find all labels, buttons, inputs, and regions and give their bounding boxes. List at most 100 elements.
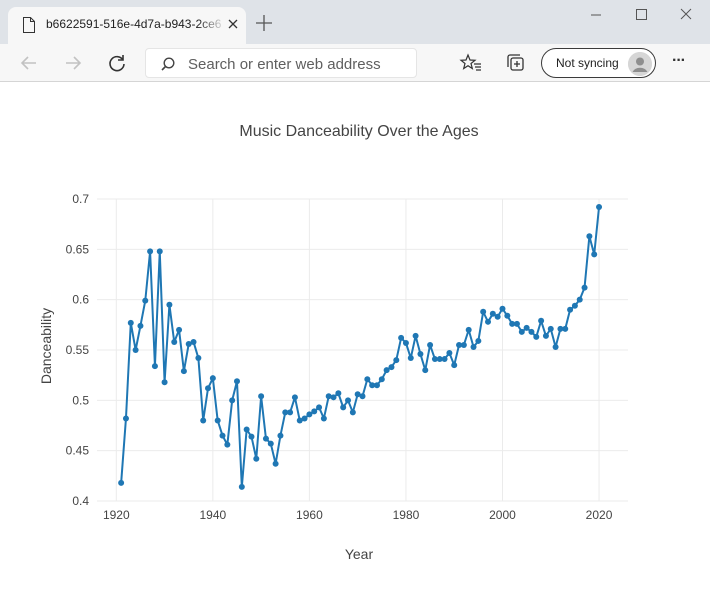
data-point[interactable] xyxy=(340,404,347,411)
data-point[interactable] xyxy=(137,322,144,329)
data-point[interactable] xyxy=(296,417,303,424)
data-point[interactable] xyxy=(291,394,298,401)
data-point[interactable] xyxy=(306,411,313,418)
data-point[interactable] xyxy=(480,308,487,315)
data-point[interactable] xyxy=(509,320,516,327)
data-point[interactable] xyxy=(475,337,482,344)
data-point[interactable] xyxy=(122,415,129,422)
sync-button[interactable]: Not syncing xyxy=(541,48,656,78)
data-point[interactable] xyxy=(301,415,308,422)
data-point[interactable] xyxy=(238,483,245,490)
data-point[interactable] xyxy=(243,426,250,433)
data-point[interactable] xyxy=(412,332,419,339)
forward-arrow-icon[interactable] xyxy=(59,49,87,77)
data-point[interactable] xyxy=(427,341,434,348)
data-point[interactable] xyxy=(388,364,395,371)
data-point[interactable] xyxy=(441,356,448,363)
data-point[interactable] xyxy=(446,350,453,357)
data-point[interactable] xyxy=(118,479,125,486)
data-point[interactable] xyxy=(542,332,549,339)
data-point[interactable] xyxy=(277,432,284,439)
data-point[interactable] xyxy=(127,319,134,326)
data-point[interactable] xyxy=(345,397,352,404)
data-point[interactable] xyxy=(311,408,318,415)
data-point[interactable] xyxy=(518,328,525,335)
data-point[interactable] xyxy=(523,324,530,331)
data-point[interactable] xyxy=(325,393,332,400)
data-point[interactable] xyxy=(190,338,197,345)
data-point[interactable] xyxy=(538,317,545,324)
back-arrow-icon[interactable] xyxy=(15,49,43,77)
data-point[interactable] xyxy=(485,318,492,325)
data-point[interactable] xyxy=(272,460,279,467)
data-point[interactable] xyxy=(533,333,540,340)
data-point[interactable] xyxy=(205,385,212,392)
data-point[interactable] xyxy=(161,379,168,386)
data-point[interactable] xyxy=(567,306,574,313)
data-point[interactable] xyxy=(248,433,255,440)
data-point[interactable] xyxy=(383,367,390,374)
data-point[interactable] xyxy=(596,204,603,211)
data-point[interactable] xyxy=(465,326,472,333)
data-point[interactable] xyxy=(262,435,269,442)
maximize-icon[interactable] xyxy=(629,6,653,24)
data-point[interactable] xyxy=(494,313,501,320)
data-point[interactable] xyxy=(171,338,178,345)
data-point[interactable] xyxy=(528,328,535,335)
data-point[interactable] xyxy=(513,320,520,327)
data-point[interactable] xyxy=(156,248,163,255)
data-point[interactable] xyxy=(180,368,187,375)
data-point[interactable] xyxy=(460,341,467,348)
data-point[interactable] xyxy=(209,375,216,382)
data-point[interactable] xyxy=(571,302,578,309)
address-input[interactable] xyxy=(188,54,408,74)
data-point[interactable] xyxy=(451,362,458,369)
data-point[interactable] xyxy=(224,441,231,448)
data-point[interactable] xyxy=(147,248,154,255)
data-point[interactable] xyxy=(233,378,240,385)
data-point[interactable] xyxy=(219,432,226,439)
data-point[interactable] xyxy=(364,376,371,383)
data-point[interactable] xyxy=(398,334,405,341)
data-point[interactable] xyxy=(253,455,260,462)
data-point[interactable] xyxy=(557,325,564,332)
data-point[interactable] xyxy=(402,339,409,346)
data-point[interactable] xyxy=(229,397,236,404)
close-window-icon[interactable] xyxy=(674,6,698,24)
data-point[interactable] xyxy=(354,391,361,398)
data-point[interactable] xyxy=(378,376,385,383)
data-point[interactable] xyxy=(470,343,477,350)
data-point[interactable] xyxy=(456,341,463,348)
data-point[interactable] xyxy=(166,301,173,308)
data-point[interactable] xyxy=(552,343,559,350)
data-point[interactable] xyxy=(562,325,569,332)
data-point[interactable] xyxy=(422,367,429,374)
data-point[interactable] xyxy=(287,409,294,416)
data-point[interactable] xyxy=(499,305,506,312)
close-tab-icon[interactable] xyxy=(226,17,240,31)
data-point[interactable] xyxy=(591,251,598,258)
data-point[interactable] xyxy=(282,409,289,416)
data-point[interactable] xyxy=(200,417,207,424)
refresh-icon[interactable] xyxy=(103,49,131,77)
data-point[interactable] xyxy=(142,297,149,304)
data-point[interactable] xyxy=(369,382,376,389)
data-point[interactable] xyxy=(436,356,443,363)
collections-icon[interactable] xyxy=(502,49,530,77)
data-point[interactable] xyxy=(431,356,438,363)
data-point[interactable] xyxy=(417,351,424,358)
data-point[interactable] xyxy=(151,363,158,370)
new-tab-icon[interactable] xyxy=(254,13,274,33)
data-point[interactable] xyxy=(547,325,554,332)
data-point[interactable] xyxy=(195,355,202,362)
data-point[interactable] xyxy=(373,382,380,389)
data-point[interactable] xyxy=(258,393,265,400)
more-menu-button[interactable]: ··· xyxy=(672,52,686,69)
data-point[interactable] xyxy=(267,440,274,447)
favorites-star-icon[interactable] xyxy=(457,49,485,77)
data-point[interactable] xyxy=(214,417,221,424)
address-bar[interactable] xyxy=(145,48,417,78)
data-point[interactable] xyxy=(504,312,511,319)
data-point[interactable] xyxy=(185,340,192,347)
data-point[interactable] xyxy=(330,394,337,401)
